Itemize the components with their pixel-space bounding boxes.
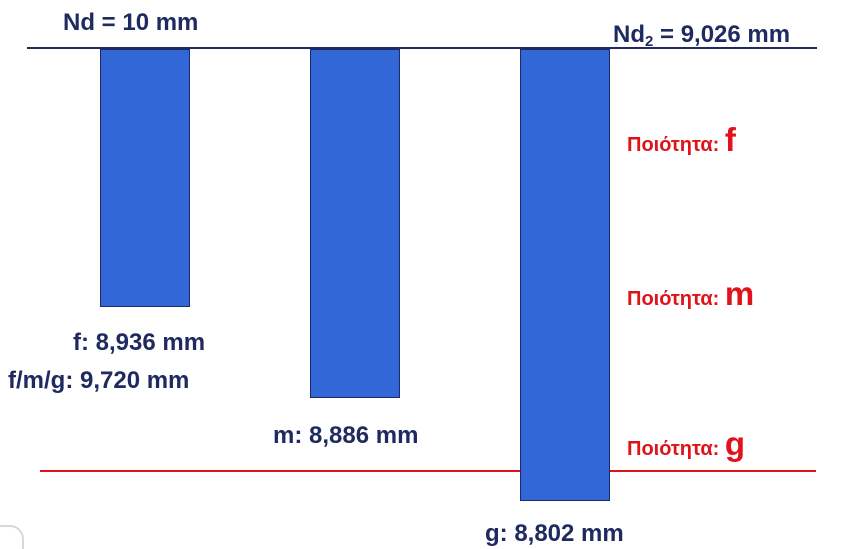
nd2-value: = 9,026 mm (653, 21, 791, 48)
quality-f-letter: f (724, 121, 736, 158)
quality-m-label: Ποιότητα: m (627, 277, 754, 310)
nd2-prefix: Nd (613, 21, 645, 48)
quality-g-label: Ποιότητα: g (627, 427, 745, 460)
nominal-diameter-label: Nd = 10 mm (63, 11, 198, 35)
quality-g-letter: g (724, 425, 746, 462)
nominal-diameter-text: Nd = 10 mm (63, 9, 199, 36)
g-value-text: g: 8,802 mm (485, 520, 624, 547)
m-value-label: m: 8,886 mm (273, 424, 418, 448)
g-limit-line (40, 470, 816, 472)
f-value-text: f: 8,936 mm (73, 329, 206, 356)
bar-f (100, 49, 190, 307)
nd2-reference-line (27, 47, 817, 49)
fmg-value-text: f/m/g: 9,720 mm (8, 367, 190, 394)
quality-f-label: Ποιότητα: f (627, 123, 736, 156)
g-value-label: g: 8,802 mm (485, 522, 624, 546)
f-value-label: f: 8,936 mm (73, 331, 205, 355)
quality-m-letter: m (724, 275, 755, 312)
bar-g (520, 49, 610, 501)
quality-g-prefix: Ποιότητα: (627, 438, 725, 460)
m-value-text: m: 8,886 mm (273, 422, 419, 449)
frame-corner (0, 525, 24, 549)
quality-f-prefix: Ποιότητα: (627, 134, 725, 156)
bar-m (310, 49, 400, 398)
nd2-subscript: 2 (645, 33, 654, 50)
quality-m-prefix: Ποιότητα: (627, 288, 725, 310)
nd2-label: Nd2 = 9,026 mm (613, 21, 791, 50)
fmg-value-label: f/m/g: 9,720 mm (8, 369, 189, 393)
